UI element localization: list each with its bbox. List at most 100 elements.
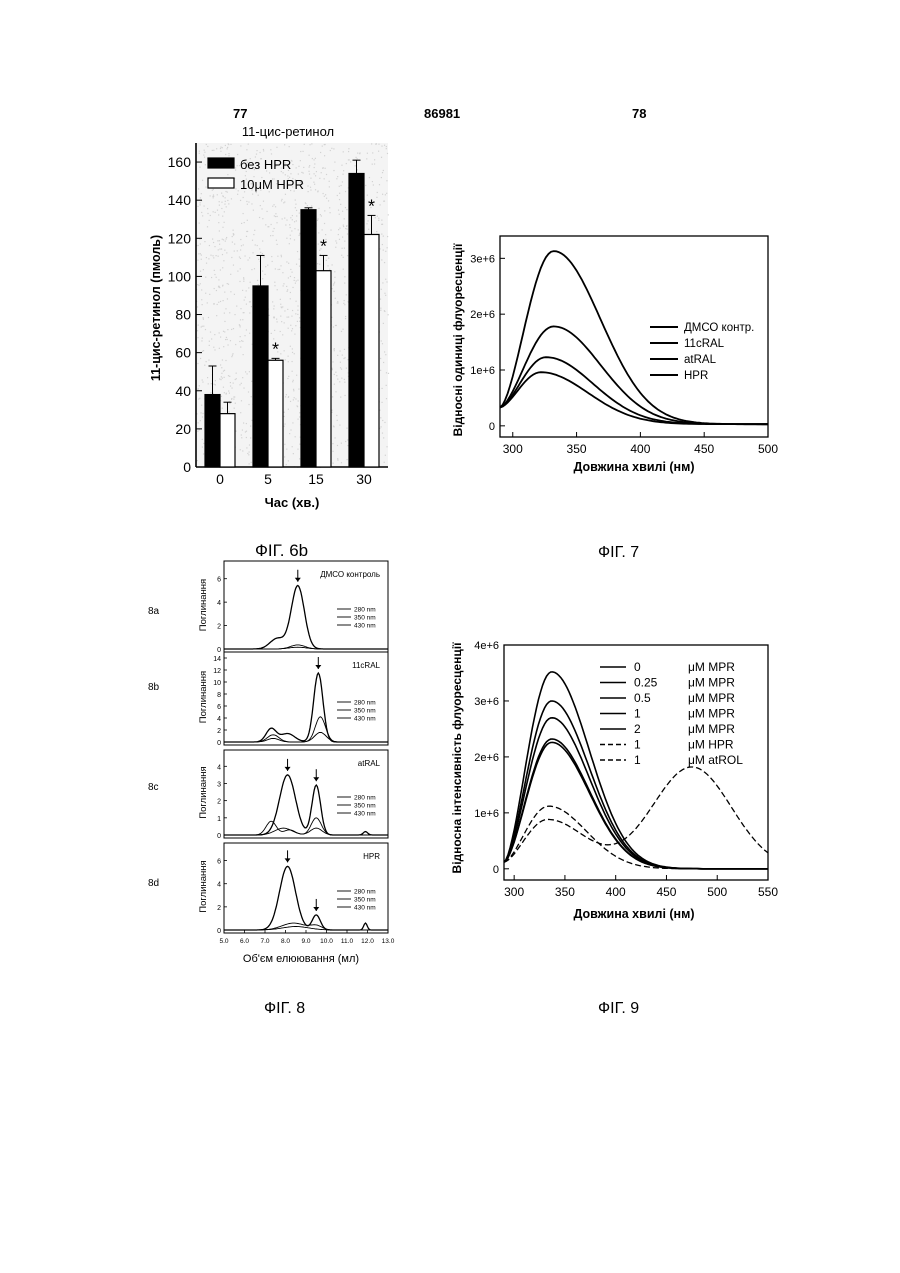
fig9-legend-label: μM MPR: [688, 707, 735, 721]
fig8-x-tick-label: 7.0: [260, 938, 269, 945]
fig9-series-line: [504, 806, 768, 869]
fig8-panel-frame: [224, 561, 388, 652]
fig7-legend-label: ДМСО контр.: [684, 322, 754, 334]
fig8-y-tick-label: 3: [217, 781, 221, 788]
fig8-y-tick-label: 10: [213, 680, 221, 687]
fig8-panel-id: 8b: [148, 682, 160, 693]
fig7-series-line: [500, 357, 768, 424]
fig8-x-tick-label: 6.0: [240, 938, 249, 945]
fig9-x-tick-label: 550: [758, 885, 778, 899]
fig6b-title: 11-цис-ретинол: [242, 124, 334, 139]
fig9-x-tick-label: 300: [504, 885, 524, 899]
fig8-y-tick-label: 2: [217, 728, 221, 735]
fig6b-legend-swatch: [208, 158, 234, 168]
fig8-y-tick-label: 2: [217, 624, 221, 631]
left-page-number: 77: [233, 106, 247, 121]
fig8-y-label: Поглинання: [198, 671, 209, 723]
fig7-series-line: [500, 251, 768, 424]
fig6b-x-tick-label: 15: [308, 471, 324, 487]
fig8-y-tick-label: 2: [217, 799, 221, 806]
fig9-legend-conc: 1: [634, 707, 641, 721]
fig8-panel-title: ДМСО контроль: [320, 570, 380, 579]
fig8-peak-arrowhead: [285, 767, 291, 771]
fig9-legend-label: μM MPR: [688, 660, 735, 674]
fig6b-bar: [220, 414, 235, 467]
fig6b-legend-swatch: [208, 178, 234, 188]
fig6b-bar: [316, 271, 331, 467]
fig9-x-label: Довжина хвилі (нм): [573, 907, 694, 921]
fig9-legend-conc: 0.25: [634, 676, 658, 690]
fig9-plot-frame: [504, 645, 768, 880]
fig8-panel-title: HPR: [363, 852, 380, 861]
fig7-legend-label: HPR: [684, 370, 708, 382]
fig8-legend-label: 430 nm: [354, 623, 376, 630]
fig9-x-tick-label: 350: [555, 885, 575, 899]
fig8-y-tick-label: 0: [217, 833, 221, 840]
fig6b-y-tick-label: 100: [168, 268, 192, 284]
fig8-x-tick-label: 10.0: [320, 938, 333, 945]
fig8-legend-label: 350 nm: [354, 615, 376, 622]
fig8-legend-label: 280 nm: [354, 700, 376, 707]
fig8-peak-arrowhead: [313, 907, 319, 911]
fig9-legend-label: μM MPR: [688, 676, 735, 690]
fig8-y-tick-label: 6: [217, 704, 221, 711]
fig9-legend-label: μM HPR: [688, 738, 734, 752]
fig8-y-tick-label: 0: [217, 928, 221, 935]
fig8-y-label: Поглинання: [198, 579, 209, 631]
fig7-legend-label: atRAL: [684, 354, 717, 366]
fig6b-caption: ФІГ. 6b: [255, 541, 308, 561]
fig9-y-tick-label: 0: [493, 864, 499, 876]
fig8-y-label: Поглинання: [198, 860, 209, 912]
fig8-series-line: [224, 717, 388, 742]
fig8-legend-label: 280 nm: [354, 795, 376, 802]
fig6b-x-label: Час (хв.): [265, 495, 320, 510]
fig8-y-tick-label: 12: [213, 668, 221, 675]
fig6b-legend-label: 10μM HPR: [240, 177, 304, 192]
fig7-y-tick-label: 2e+6: [470, 309, 495, 321]
fig8-panel-id: 8c: [148, 782, 159, 793]
fig6b-bar: [301, 210, 316, 467]
fig6b-y-tick-label: 40: [175, 383, 191, 399]
fig8-legend-label: 430 nm: [354, 716, 376, 723]
fig6b-x-tick-label: 30: [356, 471, 372, 487]
fig6b-plot-background: [196, 143, 388, 467]
fig6b-halftone-speckle: [196, 143, 389, 468]
fig8-y-tick-label: 1: [217, 816, 221, 823]
fig8-y-tick-label: 0: [217, 647, 221, 654]
fig8-caption: ФІГ. 8: [264, 1000, 305, 1018]
fig9-y-tick-label: 1e+6: [474, 808, 499, 820]
fig6b-bar: [253, 286, 268, 467]
fig8-panel-id: 8d: [148, 878, 159, 889]
fig9-legend-label: μM MPR: [688, 691, 735, 705]
fig8-y-tick-label: 4: [217, 882, 221, 889]
fig6b-y-tick-label: 60: [175, 345, 191, 361]
fig8-y-tick-label: 6: [217, 859, 221, 866]
fig7-plot-frame: [500, 236, 768, 437]
fig8-series-line: [224, 866, 388, 930]
fig8-legend-label: 350 nm: [354, 803, 376, 810]
fig8-series-line: [224, 927, 388, 931]
fig8-series-line: [224, 673, 388, 742]
fig7-y-tick-label: 3e+6: [470, 253, 495, 265]
fig8-x-tick-label: 5.0: [219, 938, 228, 945]
fig8-series-line: [224, 647, 388, 649]
fig7-x-tick-label: 500: [758, 442, 778, 456]
fig8-y-tick-label: 4: [217, 600, 221, 607]
fig8-series-line: [224, 828, 388, 835]
fig8-x-tick-label: 12.0: [361, 938, 374, 945]
fig6b-bar: [268, 360, 283, 467]
fig8-panel-frame: [224, 750, 388, 838]
fig6b-x-tick-label: 5: [264, 471, 272, 487]
fig9-series-line: [504, 718, 768, 869]
fig8-y-label: Поглинання: [198, 766, 209, 818]
fig9-y-tick-label: 4e+6: [474, 640, 499, 652]
fig9-series-line: [504, 739, 768, 869]
fig9-x-tick-label: 450: [656, 885, 676, 899]
fig8-y-tick-label: 6: [217, 577, 221, 584]
fig7-series-line: [500, 326, 768, 424]
fig7-y-tick-label: 0: [489, 421, 495, 433]
fig6b-y-label: 11-цис-ретинол (пмоль): [149, 235, 163, 381]
fig7-x-tick-label: 400: [630, 442, 650, 456]
